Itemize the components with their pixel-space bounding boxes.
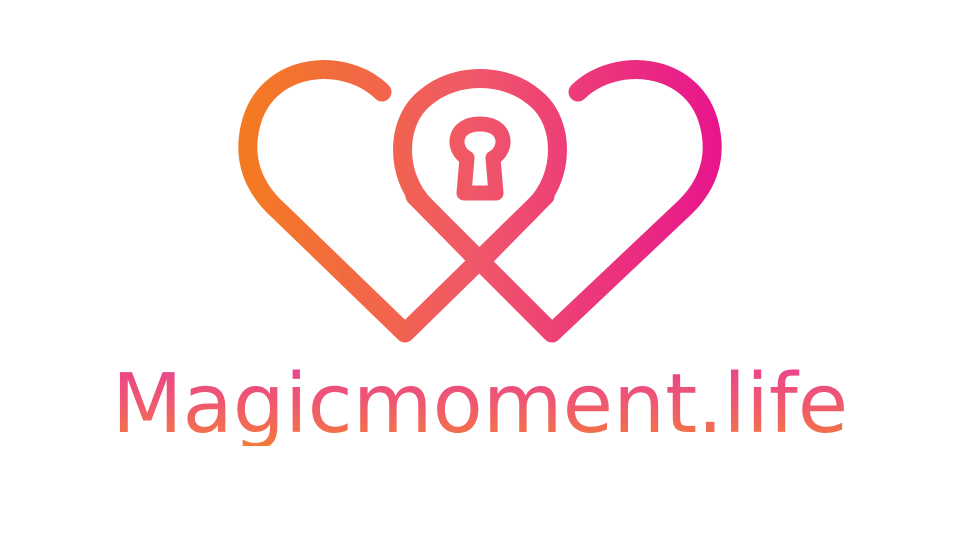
right-heart-outline: [405, 60, 722, 343]
brand-wordmark: Magicmoment.life: [0, 364, 960, 446]
center-loop-outline: [393, 69, 567, 272]
left-heart-outline: [238, 60, 555, 343]
keyhole-icon: [449, 116, 511, 201]
